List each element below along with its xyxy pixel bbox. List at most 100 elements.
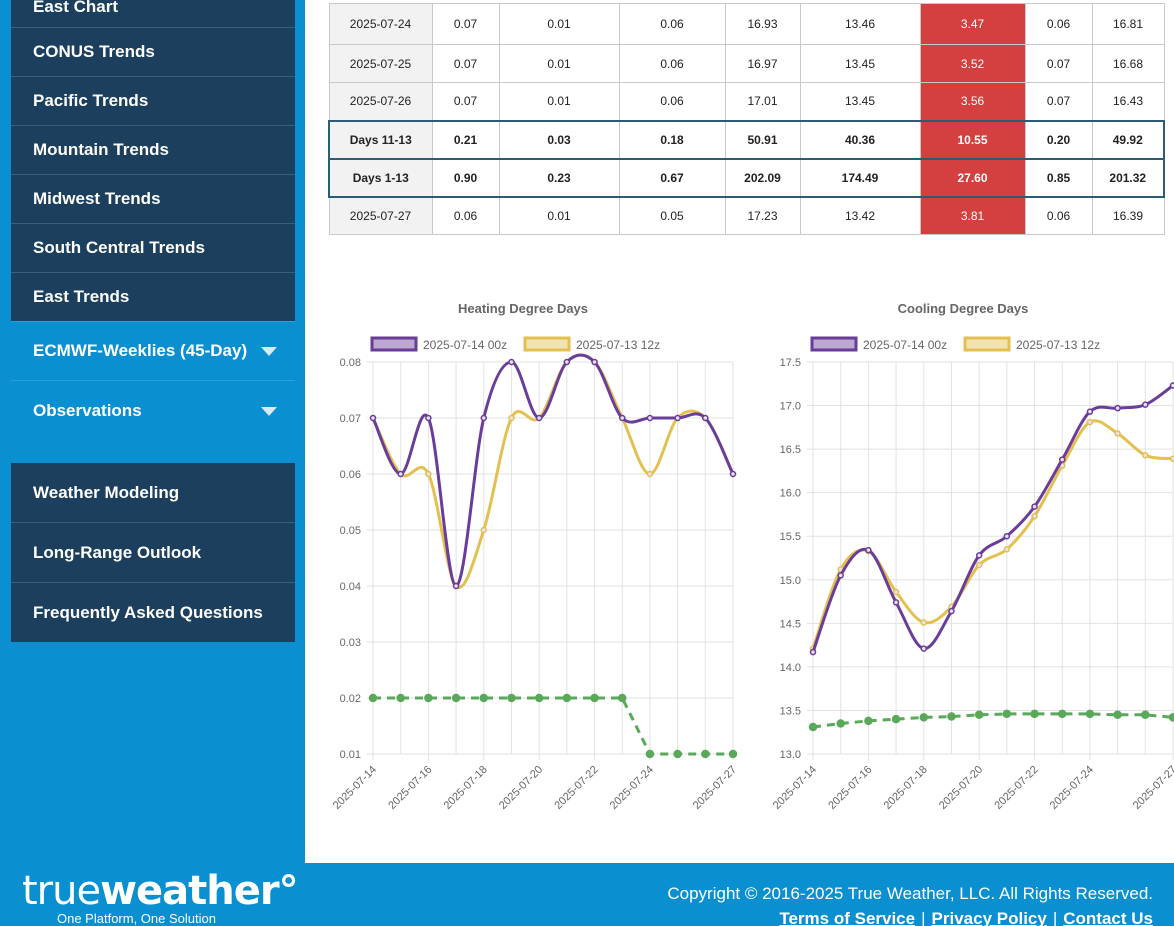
data-point <box>1003 546 1011 553</box>
x-tick-label: 2025-07-14 <box>771 764 819 812</box>
table-cell: 17.23 <box>724 196 801 235</box>
data-point <box>646 414 654 422</box>
data-point <box>1142 401 1149 408</box>
data-point <box>1169 382 1174 389</box>
table-cell: 0.07 <box>431 3 500 45</box>
legend-label: 2025-07-14 00z <box>863 338 947 352</box>
table-cell: 0.06 <box>1024 196 1093 235</box>
data-point <box>809 648 817 656</box>
data-point <box>508 414 515 422</box>
y-tick-label: 14.0 <box>780 662 801 674</box>
table-cell: 50.91 <box>724 119 801 160</box>
y-tick-label: 0.07 <box>340 413 361 425</box>
data-point <box>452 582 460 590</box>
data-point <box>424 693 433 703</box>
sidebar-dropdown-ecmwf-weeklies[interactable]: ECMWF-Weeklies (45-Day) <box>11 321 295 381</box>
privacy-policy-link[interactable]: Privacy Policy <box>931 909 1047 926</box>
degree-day-table: 2025-07-24 0.07 0.01 0.06 16.93 13.46 3.47 0.06… <box>328 0 1165 235</box>
sidebar-item-east-trends[interactable]: East Trends <box>11 273 295 321</box>
table-cell: 16.93 <box>724 3 801 45</box>
nav-group-top: East Chart CONUS Trends Pacific Trends M… <box>11 0 295 321</box>
table-cell: 16.39 <box>1091 196 1165 235</box>
table-row: 2025-07-27 0.06 0.01 0.05 17.23 13.42 3.81 0.06… <box>328 196 1165 235</box>
y-tick-label: 0.04 <box>340 581 361 593</box>
y-tick-label: 17.0 <box>780 401 801 413</box>
trueweather-logo[interactable]: trueweather° One Platform, One Solution <box>22 868 299 926</box>
sidebar-item-faq[interactable]: Frequently Asked Questions <box>11 583 295 642</box>
link-separator: | <box>921 909 926 926</box>
sidebar-item-label: Mountain Trends <box>33 140 169 159</box>
data-point <box>674 414 681 422</box>
sidebar-item-weather-modeling[interactable]: Weather Modeling <box>11 463 295 523</box>
table-cell: 0.01 <box>498 82 620 121</box>
sidebar: East Chart CONUS Trends Pacific Trends M… <box>0 0 305 863</box>
sidebar-item-mountain-trends[interactable]: Mountain Trends <box>11 126 295 175</box>
terms-of-service-link[interactable]: Terms of Service <box>779 909 916 926</box>
sidebar-item-south-central-trends[interactable]: South Central Trends <box>11 224 295 273</box>
table-cell: 0.21 <box>431 119 500 160</box>
table-cell: 0.85 <box>1024 157 1093 198</box>
table-cell: 0.01 <box>498 44 620 83</box>
y-tick-label: 13.0 <box>780 749 801 761</box>
sidebar-item-pacific-trends[interactable]: Pacific Trends <box>11 77 295 126</box>
table-cell-date: 2025-07-27 <box>328 196 433 235</box>
legend-label: 2025-07-13 12z <box>1016 338 1100 352</box>
data-point <box>591 358 598 366</box>
y-tick-label: 16.0 <box>780 488 801 500</box>
table-row: 2025-07-26 0.07 0.01 0.06 17.01 13.45 3.56 0.07… <box>328 82 1165 121</box>
legend-label: 2025-07-13 12z <box>576 338 660 352</box>
data-point <box>729 470 737 478</box>
table-cell: 0.07 <box>431 82 500 121</box>
y-tick-label: 13.5 <box>780 705 801 717</box>
table-summary-row: Days 11-13 0.21 0.03 0.18 50.91 40.36 10.55 0.2… <box>328 119 1165 160</box>
data-point <box>919 713 929 722</box>
logo-text-true: true <box>22 868 101 914</box>
sidebar-item-conus-trends[interactable]: CONUS Trends <box>11 28 295 77</box>
data-point <box>508 358 515 366</box>
y-tick-label: 15.5 <box>780 531 801 543</box>
table-cell: 13.46 <box>799 3 921 45</box>
data-point <box>836 719 845 728</box>
sidebar-item-label: East Trends <box>33 287 130 306</box>
data-point <box>1031 512 1038 520</box>
sidebar-item-east-chart[interactable]: East Chart <box>11 0 295 28</box>
data-point <box>1003 532 1011 540</box>
sidebar-item-midwest-trends[interactable]: Midwest Trends <box>11 175 295 224</box>
data-point <box>974 710 984 720</box>
data-point <box>369 414 377 422</box>
table-cell: 0.07 <box>1024 82 1093 121</box>
y-tick-label: 15.0 <box>780 575 801 587</box>
logo-tagline: One Platform, One Solution <box>57 911 216 926</box>
data-point <box>728 749 738 759</box>
data-point <box>1031 503 1038 510</box>
table-cell: 0.03 <box>498 119 620 160</box>
data-point <box>701 749 710 759</box>
x-tick-label: 2025-07-18 <box>442 764 490 812</box>
data-point <box>1086 408 1094 415</box>
data-point <box>535 414 543 422</box>
sidebar-item-label: Long-Range Outlook <box>33 542 202 562</box>
table-cell: 13.42 <box>799 196 921 235</box>
data-point <box>618 414 626 422</box>
y-tick-label: 0.03 <box>340 637 361 649</box>
data-point <box>808 722 818 732</box>
sidebar-item-long-range-outlook[interactable]: Long-Range Outlook <box>11 523 295 583</box>
data-point <box>1085 709 1095 719</box>
table-cell: 3.56 <box>919 82 1026 121</box>
data-point <box>479 693 489 703</box>
series-line <box>373 696 733 756</box>
contact-us-link[interactable]: Contact Us <box>1063 909 1153 926</box>
data-point <box>1114 404 1121 412</box>
x-tick-label: 2025-07-14 <box>331 764 379 812</box>
x-tick-label: 2025-07-20 <box>497 764 545 812</box>
series-line <box>811 419 1174 650</box>
table-cell: 27.60 <box>919 157 1026 198</box>
data-point <box>396 693 405 703</box>
table-cell: 0.06 <box>618 82 726 121</box>
sidebar-dropdown-observations[interactable]: Observations <box>11 381 295 441</box>
data-point <box>590 693 599 703</box>
table-cell-date: 2025-07-26 <box>328 82 433 121</box>
data-point <box>507 693 516 703</box>
data-point <box>1168 713 1174 722</box>
table-cell: 0.01 <box>498 196 620 235</box>
